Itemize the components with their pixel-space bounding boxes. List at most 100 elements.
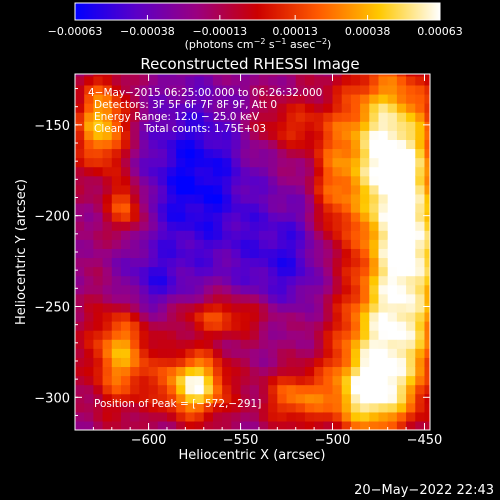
heatmap-cell [249,293,260,304]
heatmap-cell [268,248,278,259]
heatmap-cell [369,84,380,95]
heatmap-cell [258,112,269,122]
heatmap-cell [415,202,426,213]
heatmap-cell [185,221,196,231]
heatmap-cell [304,311,315,322]
heatmap-cell [148,148,159,159]
heatmap-cell [130,93,140,104]
heatmap-cell [120,311,131,322]
heatmap-cell [249,357,260,368]
heatmap-cell [111,321,122,331]
heatmap-cell [84,239,94,249]
heatmap-cell [268,103,278,113]
heatmap-cell [185,130,196,140]
heatmap-cell [369,212,380,222]
heatmap-cell [157,93,168,104]
heatmap-cell [286,157,297,168]
heatmap-cell [231,321,242,331]
heatmap-cell [286,121,297,131]
heatmap-cell [378,139,389,150]
heatmap-cell [194,230,205,240]
heatmap-cell [387,84,398,95]
colorbar-tick-label: −0.00038 [120,25,175,38]
heatmap-cell [341,402,352,413]
heatmap-cell [93,248,104,259]
heatmap-cell [93,330,104,340]
heatmap-cell [102,74,113,77]
heatmap-cell [130,175,140,186]
heatmap-cell [378,284,389,295]
heatmap-cell [304,366,315,377]
heatmap-cell [176,157,186,168]
heatmap-cell [148,293,159,304]
heatmap-cell [111,248,122,259]
heatmap-cell [231,375,242,386]
heatmap-cell [166,266,177,277]
heatmap-cell [360,202,370,213]
heatmap-cell [378,193,389,204]
heatmap-cell [231,311,242,322]
heatmap-cell [415,321,426,331]
x-tick-label: −500 [315,433,351,448]
heatmap-cell [111,202,122,213]
heatmap-cell [130,293,140,304]
heatmap-cell [415,121,426,131]
heatmap-cell [295,402,306,413]
heatmap-cell [350,330,361,340]
heatmap-cell [415,339,426,349]
heatmap-cell [102,184,113,195]
heatmap-cell [378,148,389,159]
heatmap-cell [240,121,251,131]
heatmap-cell [203,166,214,177]
heatmap-cell [75,420,85,430]
heatmap-cell [369,402,380,413]
heatmap-cell [120,75,131,86]
heatmap-cell [93,411,104,422]
heatmap-cell [387,230,398,240]
heatmap-cell [93,284,104,295]
heatmap-cell [111,103,122,113]
heatmap-cell [350,375,361,386]
heatmap-cell [130,420,140,430]
heatmap-cell [295,384,306,395]
heatmap-cell [231,357,242,368]
heatmap-cell [148,112,159,122]
annotation-detectors: Detectors: 3F 5F 6F 7F 8F 9F, Att 0 [94,99,277,111]
heatmap-cell [231,284,242,295]
heatmap-cell [75,84,85,95]
heatmap-cell [314,75,324,86]
heatmap-cell [120,411,131,422]
heatmap-cell [222,339,232,349]
heatmap-cell [415,275,426,286]
heatmap-cell [396,84,407,95]
heatmap-cell [341,375,352,386]
heatmap-cell [212,230,223,240]
heatmap-cell [222,230,232,240]
heatmap-cell [406,375,416,386]
heatmap-cell [295,221,306,231]
heatmap-cell [240,230,251,240]
heatmap-cell [120,393,131,404]
heatmap-cell [406,230,416,240]
heatmap-cell [84,75,94,86]
heatmap-cell [360,275,370,286]
heatmap-cell [120,384,131,395]
heatmap-cell [415,420,426,430]
heatmap-cell [120,330,131,340]
heatmap-cell [415,366,426,377]
heatmap-cell [323,357,334,368]
heatmap-cell [249,420,260,430]
heatmap-cell [341,275,352,286]
heatmap-cell [268,384,278,395]
heatmap-cell [341,366,352,377]
heatmap-cell [378,420,389,430]
heatmap-cell [185,420,196,430]
heatmap-cell [286,293,297,304]
heatmap-cell [139,330,150,340]
heatmap-cell [268,112,278,122]
heatmap-cell [130,148,140,159]
heatmap-cell [222,221,232,231]
heatmap-cell [84,366,94,377]
heatmap-cell [240,357,251,368]
heatmap-cell [185,74,196,77]
